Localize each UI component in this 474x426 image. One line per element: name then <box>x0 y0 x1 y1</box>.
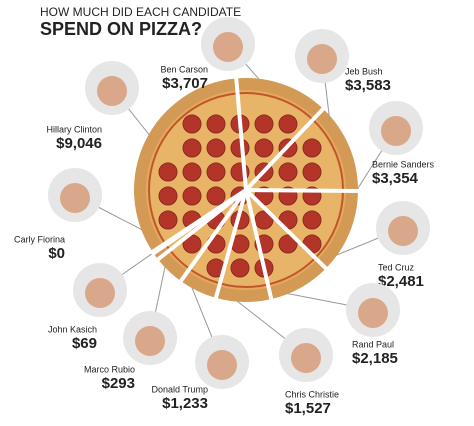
candidate-face <box>97 76 127 106</box>
value-label: $3,707 <box>162 75 208 92</box>
candidate-name: Jeb Bush <box>345 66 383 76</box>
pepperoni <box>206 162 226 182</box>
candidate-name: Rand Paul <box>352 339 394 349</box>
candidate-face <box>85 278 115 308</box>
candidate-face <box>135 326 165 356</box>
value-label: $1,527 <box>285 400 331 417</box>
candidate-face <box>381 116 411 146</box>
candidate-name: Donald Trump <box>151 384 208 394</box>
slice-gap <box>245 188 361 194</box>
pepperoni <box>182 162 202 182</box>
candidate-name: Ted Cruz <box>378 262 415 272</box>
pepperoni <box>182 186 202 206</box>
pepperoni <box>182 138 202 158</box>
chart-subtitle: SPEND ON PIZZA? <box>40 19 202 39</box>
pepperoni <box>302 210 322 230</box>
value-label: $3,583 <box>345 77 391 94</box>
value-label: $2,481 <box>378 273 424 290</box>
pepperoni <box>158 210 178 230</box>
pepperoni <box>302 162 322 182</box>
pepperoni <box>230 258 250 278</box>
slice-gap <box>244 106 327 192</box>
slice-gap <box>149 188 248 255</box>
slice-gap <box>178 188 248 284</box>
candidate-name: Hillary Clinton <box>46 124 102 134</box>
pepperoni <box>206 138 226 158</box>
pepperoni <box>278 162 298 182</box>
candidate-face <box>60 183 90 213</box>
pepperoni <box>254 114 274 134</box>
candidate-name: Carly Fiorina <box>14 234 65 244</box>
value-label: $0 <box>48 245 65 262</box>
candidate-face <box>291 343 321 373</box>
pepperoni <box>158 162 178 182</box>
value-label: $9,046 <box>56 135 102 152</box>
pepperoni <box>254 138 274 158</box>
candidate-name: Bernie Sanders <box>372 159 435 169</box>
candidate-face <box>358 298 388 328</box>
value-label: $293 <box>102 375 135 392</box>
chart-title: HOW MUCH DID EACH CANDIDATE <box>40 5 241 19</box>
value-label: $1,233 <box>162 395 208 412</box>
candidate-name: John Kasich <box>48 324 97 334</box>
pepperoni <box>278 114 298 134</box>
candidate-face <box>388 216 418 246</box>
candidate-name: Chris Christie <box>285 389 339 399</box>
slice-gap <box>213 189 248 301</box>
candidate-face <box>207 350 237 380</box>
pepperoni <box>206 186 226 206</box>
pepperoni <box>182 114 202 134</box>
value-label: $2,185 <box>352 350 398 367</box>
candidate-name: Ben Carson <box>160 64 208 74</box>
candidate-face <box>213 32 243 62</box>
pepperoni <box>206 114 226 134</box>
pepperoni <box>278 234 298 254</box>
slice-gap <box>244 188 329 272</box>
slice-gap <box>244 189 274 302</box>
pizza <box>134 76 361 302</box>
slice-gap <box>234 76 248 191</box>
candidate-name: Marco Rubio <box>84 364 135 374</box>
value-label: $3,354 <box>372 170 419 187</box>
pepperoni <box>158 186 178 206</box>
value-label: $69 <box>72 335 97 352</box>
pepperoni <box>302 138 322 158</box>
candidate-face <box>307 44 337 74</box>
